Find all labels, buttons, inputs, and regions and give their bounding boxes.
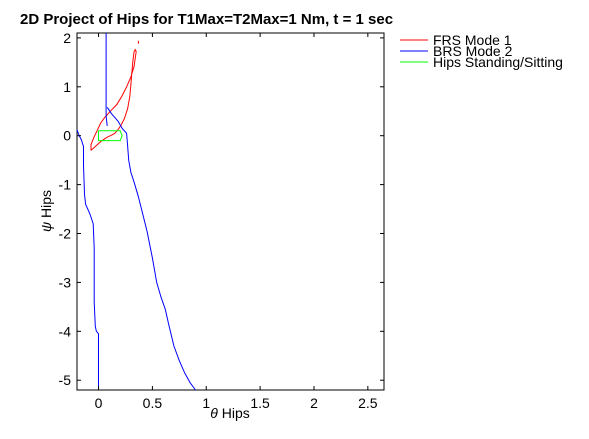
x-tick-label: 0 <box>95 395 103 411</box>
plot-area <box>76 32 385 391</box>
y-tick-label: -2 <box>59 226 72 242</box>
series-brs-mode-2-branch-3 <box>106 107 196 391</box>
x-tick-label: 0.5 <box>143 395 163 411</box>
y-tick-label: 2 <box>63 30 71 46</box>
x-tick-label: 1 <box>202 395 210 411</box>
y-axis-symbol: ψ <box>38 222 54 232</box>
legend-label-brs-mode-2: BRS Mode 2 <box>433 43 513 59</box>
legend: FRS Mode 1 BRS Mode 2 Hips Standing/Sitt… <box>400 32 563 70</box>
y-tick-label: 1 <box>63 79 71 95</box>
ticks-layer: 0 0.5 1 1.5 2 2.5 2 1 0 -1 -2 -3 -4 -5 <box>59 30 384 411</box>
series-brs-mode-2-branch-2 <box>76 129 99 390</box>
x-axis-text: Hips <box>218 405 250 421</box>
series-brs-mode-2-branch-1 <box>105 33 108 126</box>
chart-title: 2D Project of Hips for T1Max=T2Max=1 Nm,… <box>20 11 393 28</box>
y-tick-label: -1 <box>59 177 72 193</box>
x-tick-label: 2 <box>310 395 318 411</box>
x-tick-label: 2.5 <box>358 395 378 411</box>
series-frs-mode-1-line <box>90 48 137 151</box>
series-hips-standing-sitting-line <box>98 130 123 142</box>
y-tick-label: 0 <box>63 128 71 144</box>
x-axis-label: θ Hips <box>210 405 250 421</box>
y-axis-text: Hips <box>38 190 54 222</box>
series-layer <box>76 33 196 391</box>
y-tick-label: -3 <box>59 274 72 290</box>
y-tick-label: -5 <box>59 372 72 388</box>
y-axis-label: ψ Hips <box>38 190 54 232</box>
x-axis-symbol: θ <box>210 405 218 421</box>
y-tick-label: -4 <box>59 323 72 339</box>
legend-label-frs-mode-1: FRS Mode 1 <box>433 32 512 48</box>
legend-label-hips-standing-sitting: Hips Standing/Sitting <box>433 54 563 70</box>
x-tick-label: 1.5 <box>250 395 270 411</box>
